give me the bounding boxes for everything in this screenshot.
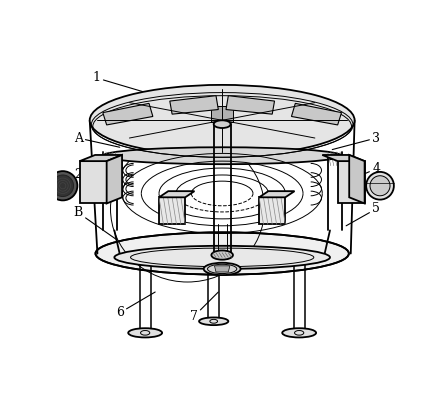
Text: B: B xyxy=(74,206,117,240)
Ellipse shape xyxy=(115,246,330,269)
Polygon shape xyxy=(214,266,230,272)
Polygon shape xyxy=(103,103,153,125)
Polygon shape xyxy=(107,155,122,204)
Text: 3: 3 xyxy=(332,132,380,150)
Ellipse shape xyxy=(52,175,74,196)
Ellipse shape xyxy=(103,147,341,164)
Text: 5: 5 xyxy=(346,202,380,226)
Ellipse shape xyxy=(48,171,77,200)
Bar xyxy=(211,107,233,122)
Polygon shape xyxy=(170,95,218,114)
Ellipse shape xyxy=(95,232,349,275)
Polygon shape xyxy=(322,155,365,161)
Text: 7: 7 xyxy=(190,292,218,323)
Ellipse shape xyxy=(199,318,228,325)
Bar xyxy=(80,161,107,204)
Text: A: A xyxy=(74,132,120,147)
Ellipse shape xyxy=(214,120,230,128)
Bar xyxy=(159,197,185,224)
Ellipse shape xyxy=(211,250,233,260)
Bar xyxy=(259,197,285,224)
Polygon shape xyxy=(349,155,365,204)
Ellipse shape xyxy=(282,328,316,338)
Polygon shape xyxy=(226,95,274,114)
Ellipse shape xyxy=(128,328,162,338)
Polygon shape xyxy=(80,155,122,161)
Polygon shape xyxy=(291,103,341,125)
Text: 1: 1 xyxy=(93,72,180,103)
Text: 4: 4 xyxy=(345,162,380,182)
Polygon shape xyxy=(159,191,194,197)
Text: 2: 2 xyxy=(74,168,118,193)
Ellipse shape xyxy=(204,263,241,275)
Ellipse shape xyxy=(366,172,394,200)
Bar xyxy=(337,161,365,204)
Text: 6: 6 xyxy=(116,292,155,319)
Polygon shape xyxy=(259,191,294,197)
Ellipse shape xyxy=(90,85,355,156)
Ellipse shape xyxy=(370,176,390,196)
